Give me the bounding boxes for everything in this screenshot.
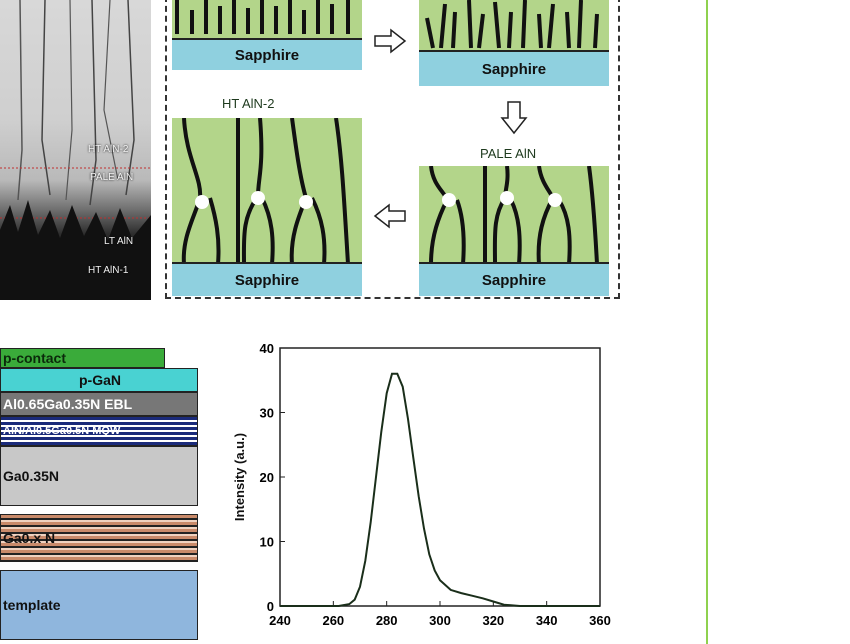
panel-title-ht-aln-2: HT AlN-2 [222, 96, 275, 111]
tem-image: HT AlN-2 PALE AlN LT AlN HT AlN-1 [0, 0, 151, 300]
arrow-right-icon [374, 28, 407, 54]
y-axis-label: Intensity (a.u.) [232, 433, 247, 521]
x-axis-ticks: 240 260 280 300 320 340 360 [269, 601, 611, 628]
arrow-down-icon [500, 101, 528, 135]
y-tick-label: 10 [260, 535, 274, 550]
tem-label-lt-aln: LT AlN [104, 236, 134, 247]
y-tick-label: 0 [267, 599, 274, 614]
y-tick-label: 20 [260, 470, 274, 485]
x-tick-label: 360 [589, 613, 611, 628]
dislocation-lines [425, 0, 599, 49]
x-tick-label: 300 [429, 613, 451, 628]
panel-title-pale-aln: PALE AlN [480, 146, 537, 161]
y-axis-ticks: 0 10 20 30 40 [260, 341, 285, 614]
sapphire-substrate: Sapphire [419, 50, 609, 86]
x-tick-label: 340 [536, 613, 558, 628]
tem-texture [0, 0, 151, 300]
layer-ebl: Al0.65Ga0.35N EBL [0, 392, 198, 416]
dislocation-lines [429, 166, 599, 265]
growth-schematic-frame [165, 0, 620, 299]
x-tick-label: 280 [376, 613, 398, 628]
el-spectrum-chart: 240 260 280 300 320 340 360 0 10 20 30 40 Intensit… [232, 341, 611, 628]
schematic-panel-3: Sapphire [172, 118, 362, 296]
film-layer [172, 118, 362, 264]
arrow-left-icon [373, 203, 406, 229]
y-tick-label: 40 [260, 341, 274, 356]
film-layer [419, 166, 609, 264]
tem-label-ht-aln-2: HT AlN-2 [88, 144, 129, 155]
tem-label-pale-aln: PALE AlN [90, 172, 134, 183]
y-tick-label: 30 [260, 406, 274, 421]
schematic-panel-2: Sapphire [419, 0, 609, 86]
dislocation-lines [175, 0, 350, 34]
schematic-panel-1: Sapphire [172, 0, 362, 70]
led-layer-stack: p-contact p-GaN Al0.65Ga0.35N EBL AlN/Al… [0, 348, 198, 640]
x-tick-label: 260 [322, 613, 344, 628]
spectrum-line [280, 372, 600, 607]
layer-template: template [0, 570, 198, 640]
schematic-panel-4: Sapphire [419, 166, 609, 296]
accent-divider [706, 0, 708, 644]
layer-p-gan: p-GaN [0, 368, 198, 392]
sapphire-substrate: Sapphire [419, 262, 609, 296]
layer-p-contact: p-contact [0, 348, 165, 368]
dislocation-lines [181, 118, 350, 265]
sapphire-substrate: Sapphire [172, 262, 362, 296]
plot-frame [279, 347, 601, 607]
x-tick-label: 240 [269, 613, 291, 628]
layer-superlattice: Ga0.x N [0, 514, 198, 562]
sapphire-substrate: Sapphire [172, 38, 362, 70]
layer-mqw: AlN/Al0.5Ga0.5N MQW [0, 416, 198, 446]
tem-label-ht-aln-1: HT AlN-1 [88, 265, 129, 276]
x-tick-label: 320 [482, 613, 504, 628]
layer-algan-1: Ga0.35N [0, 446, 198, 506]
